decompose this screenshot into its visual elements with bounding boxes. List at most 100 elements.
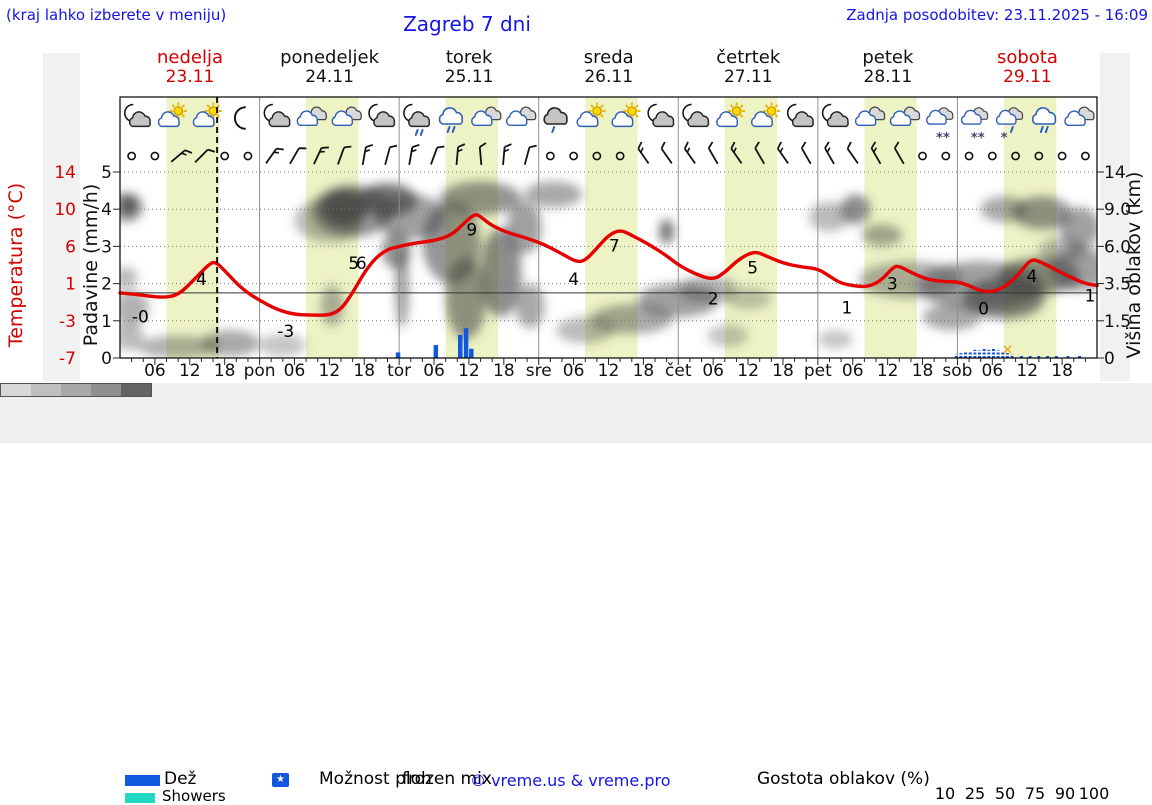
precip-axis-title: Padavine (mm/h) xyxy=(80,184,102,347)
menu-hint: (kraj lahko izberete v meniju) xyxy=(6,6,227,24)
svg-text:*: * xyxy=(978,131,985,146)
legend-showers-swatch xyxy=(125,793,155,803)
x-axis-hour-label: 06 xyxy=(284,361,306,381)
x-axis-hour-label: 18 xyxy=(1051,361,1073,381)
svg-text:2: 2 xyxy=(708,289,719,309)
x-axis-hour-label: 18 xyxy=(214,361,236,381)
x-axis-hour-label: 06 xyxy=(842,361,864,381)
precip-axis-tick: 4 xyxy=(101,200,112,220)
day-date: 25.11 xyxy=(444,66,494,87)
wind-barb-icon xyxy=(776,141,789,164)
weather-icon-clouds xyxy=(889,106,921,126)
gradient-tick-10: 10 xyxy=(934,784,956,803)
wind-calm-icon xyxy=(1080,151,1090,161)
svg-text:1: 1 xyxy=(1085,287,1096,307)
x-axis-hour-label: 06 xyxy=(702,361,724,381)
day-name: torek xyxy=(445,47,493,68)
day-date: 29.11 xyxy=(1003,66,1052,87)
chart-grid xyxy=(120,97,1097,358)
legend-showers-label: Showers xyxy=(158,787,230,805)
wind-barb-icon xyxy=(265,147,284,164)
wind-barb-icon xyxy=(337,145,352,165)
wind-barb-icon xyxy=(707,141,719,165)
x-axis-day-label: tor xyxy=(387,361,411,381)
temp-axis-tick: 14 xyxy=(54,163,76,183)
day-header-petek: petek 28.11 xyxy=(818,48,958,86)
x-axis-hour-label: 18 xyxy=(633,361,655,381)
svg-text:6: 6 xyxy=(356,254,367,274)
weather-icon-sun-cloud xyxy=(192,102,222,128)
weather-icon-cloud-rain xyxy=(1031,107,1057,133)
x-axis-day-label: sre xyxy=(526,361,552,381)
day-name: petek xyxy=(862,47,914,68)
right-axis-strip xyxy=(1100,53,1130,381)
day-date: 24.11 xyxy=(305,66,354,87)
weather-icon-cloud-snow: * * xyxy=(960,107,989,146)
wind-barb-icon xyxy=(523,144,537,165)
day-header-sobota: sobota 29.11 xyxy=(957,48,1097,86)
wind-barb-icon xyxy=(194,148,216,164)
cloud-axis-tick: 9.0 xyxy=(1104,200,1131,220)
day-date: 28.11 xyxy=(863,66,913,87)
wind-barb-icon xyxy=(408,143,420,166)
legend-cloud-density-label: Gostota oblakov (%) xyxy=(753,769,934,789)
day-header-nedelja: nedelja 23.11 xyxy=(120,48,260,86)
wind-barb-icon xyxy=(893,141,905,165)
svg-text:0: 0 xyxy=(978,300,989,320)
x-axis-hour-label: 06 xyxy=(423,361,445,381)
svg-text:5: 5 xyxy=(747,259,758,279)
weather-icon-moon-cloud-rain xyxy=(403,103,431,136)
gradient-segment xyxy=(91,384,121,396)
gradient-tick-100: 100 xyxy=(1078,784,1110,803)
weather-icon-moon-cloud xyxy=(786,103,814,128)
wind-calm-icon xyxy=(1057,151,1067,161)
svg-text:5: 5 xyxy=(348,254,359,274)
svg-text:*: * xyxy=(1001,131,1008,146)
svg-text:*: * xyxy=(943,131,950,146)
wind-calm-icon xyxy=(1011,151,1020,161)
wind-barb-icon xyxy=(683,141,696,164)
temperature-axis-title: Temperatura (°C) xyxy=(5,183,27,348)
svg-text:4: 4 xyxy=(568,270,579,290)
weather-icon-clouds xyxy=(506,106,537,126)
wind-barb-icon xyxy=(846,141,859,164)
temp-axis-tick: -7 xyxy=(59,349,76,369)
svg-text:7: 7 xyxy=(609,237,620,257)
day-header-torek: torek 25.11 xyxy=(399,48,539,86)
cloud-axis-title: Višina oblakov (km) xyxy=(1123,172,1145,359)
copyright-link[interactable]: © vreme.us & vreme.pro xyxy=(470,771,671,790)
weather-meteogram-page: { "header": { "menu_hint": "(kraj lahko … xyxy=(0,6,1152,805)
wind-barb-icon xyxy=(502,143,512,166)
cloud-axis-tick: 3.5 xyxy=(1104,275,1131,295)
wind-calm-icon xyxy=(545,151,555,161)
wind-barb-icon xyxy=(824,141,835,165)
weather-icon-clouds xyxy=(854,106,886,126)
weather-icon-sun-cloud xyxy=(751,102,781,128)
wind-barb-icon xyxy=(430,145,445,165)
precip-axis-tick: 1 xyxy=(101,312,112,332)
legend-chance-star-icon: ★ xyxy=(272,773,289,787)
wind-barb-icon xyxy=(289,147,307,165)
gradient-tick-25: 25 xyxy=(964,784,986,803)
day-name: četrtek xyxy=(716,47,781,68)
wind-barb-icon xyxy=(384,144,398,165)
wind-calm-icon xyxy=(220,151,230,161)
cloud-axis-tick: 6.0 xyxy=(1104,237,1131,257)
wind-barb-icon xyxy=(313,146,329,165)
weather-icon-sun-cloud xyxy=(576,102,606,128)
weather-icon-clouds xyxy=(296,106,327,126)
wind-barb-icon xyxy=(361,143,374,166)
cloud-axis-tick: 1.5 xyxy=(1104,312,1131,332)
svg-text:9: 9 xyxy=(466,221,477,241)
day-name: ponedeljek xyxy=(280,47,380,68)
gradient-segment xyxy=(31,384,61,396)
svg-text:1: 1 xyxy=(842,298,853,318)
precip-axis-tick: 5 xyxy=(101,163,112,183)
x-axis-hour-label: 12 xyxy=(319,361,341,381)
svg-text:*: * xyxy=(971,131,978,146)
legend-rain-swatch xyxy=(125,775,163,786)
temp-axis-tick: 1 xyxy=(65,275,76,295)
wind-barb-icon xyxy=(870,141,882,165)
wind-barb-icon xyxy=(478,142,487,166)
